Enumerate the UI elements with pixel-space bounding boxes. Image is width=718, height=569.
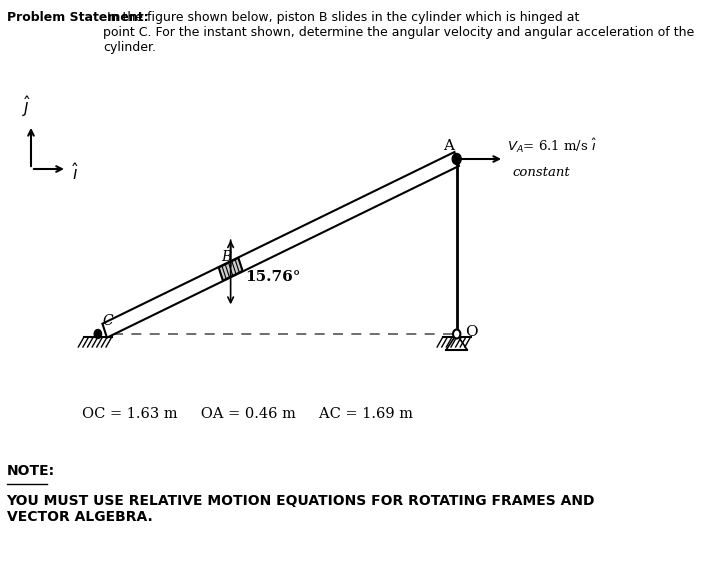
Text: $\hat{\imath}$: $\hat{\imath}$ [72,164,79,184]
Text: O: O [465,325,477,339]
Circle shape [453,329,460,339]
Text: B: B [222,250,232,264]
Circle shape [94,329,101,339]
Text: 15.76°: 15.76° [246,270,301,284]
Polygon shape [219,258,243,281]
Circle shape [452,154,461,164]
Text: C: C [103,314,113,328]
Text: $\hat{\jmath}$: $\hat{\jmath}$ [22,94,32,119]
Text: constant: constant [512,166,570,179]
Text: OC = 1.63 m     OA = 0.46 m     AC = 1.69 m: OC = 1.63 m OA = 0.46 m AC = 1.69 m [82,407,413,421]
Polygon shape [103,152,459,337]
Text: NOTE:: NOTE: [6,464,55,478]
Text: Problem Statement:: Problem Statement: [6,11,148,24]
Text: $V_A$= 6.1 m/s $\hat{\imath}$: $V_A$= 6.1 m/s $\hat{\imath}$ [507,137,597,155]
Text: A: A [443,139,454,153]
Text: YOU MUST USE RELATIVE MOTION EQUATIONS FOR ROTATING FRAMES AND
VECTOR ALGEBRA.: YOU MUST USE RELATIVE MOTION EQUATIONS F… [6,494,595,524]
Text: In the figure shown below, piston B slides in the cylinder which is hinged at
po: In the figure shown below, piston B slid… [103,11,694,54]
